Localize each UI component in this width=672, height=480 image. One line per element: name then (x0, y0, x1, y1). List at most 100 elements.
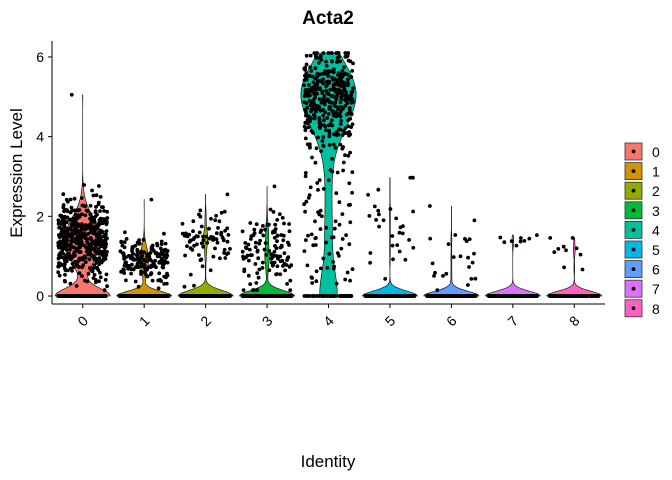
point-4 (302, 100, 307, 105)
point-3 (271, 210, 276, 214)
point-3 (272, 184, 277, 189)
data-points (56, 51, 601, 298)
point-4 (342, 131, 347, 135)
point-4 (317, 118, 322, 123)
point-0 (80, 225, 85, 230)
point-3 (254, 281, 259, 285)
point-4 (327, 131, 332, 136)
point-3 (248, 282, 253, 286)
point-4 (343, 97, 347, 102)
point-3 (267, 222, 271, 227)
violin-3 (238, 186, 296, 297)
point-1 (143, 267, 148, 271)
point-4 (331, 142, 336, 147)
point-4 (315, 91, 319, 96)
legend-label-1: 1 (652, 164, 660, 180)
point-0 (97, 223, 101, 227)
point-2 (180, 294, 185, 298)
point-2 (201, 234, 205, 239)
legend-label-7: 7 (652, 281, 660, 297)
point-1 (161, 294, 165, 298)
point-4 (314, 269, 319, 274)
point-3 (241, 257, 246, 261)
point-0 (93, 294, 98, 298)
point-4 (336, 82, 341, 87)
point-5 (390, 234, 395, 238)
point-0 (91, 266, 95, 270)
point-4 (340, 69, 345, 73)
point-3 (250, 253, 254, 257)
point-0 (92, 263, 97, 267)
violin-7 (484, 234, 542, 297)
point-4 (345, 270, 350, 275)
point-4 (319, 149, 323, 153)
point-3 (258, 238, 262, 243)
point-2 (200, 264, 205, 269)
point-0 (66, 268, 70, 273)
point-3 (273, 222, 278, 227)
point-4 (326, 112, 331, 116)
point-4 (321, 135, 326, 140)
point-1 (155, 243, 160, 248)
point-0 (103, 249, 107, 254)
point-4 (325, 116, 330, 120)
point-4 (348, 202, 352, 207)
point-5 (384, 294, 389, 298)
point-4 (314, 87, 319, 92)
point-4 (343, 153, 347, 158)
point-0 (91, 231, 96, 236)
point-4 (313, 160, 318, 165)
point-1 (156, 294, 160, 298)
point-4 (303, 136, 308, 141)
point-2 (211, 238, 216, 242)
point-0 (97, 218, 102, 222)
point-4 (312, 106, 317, 111)
point-3 (240, 249, 245, 254)
point-1 (118, 294, 123, 298)
point-0 (62, 209, 66, 214)
point-4 (325, 265, 330, 270)
legend-label-6: 6 (652, 262, 660, 278)
point-0 (82, 227, 87, 232)
point-1 (135, 257, 140, 262)
point-2 (182, 284, 187, 289)
point-1 (166, 294, 170, 298)
point-4 (324, 98, 329, 103)
point-4 (321, 256, 326, 261)
point-5 (372, 204, 377, 209)
point-0 (73, 208, 78, 213)
point-0 (65, 208, 69, 213)
point-1 (153, 251, 158, 256)
point-1 (162, 231, 166, 236)
legend-label-0: 0 (652, 144, 660, 160)
point-3 (262, 247, 267, 252)
point-8 (548, 236, 553, 240)
point-4 (313, 219, 317, 224)
point-0 (105, 284, 109, 289)
point-4 (333, 110, 338, 115)
point-3 (279, 294, 284, 298)
point-4 (304, 53, 309, 58)
point-0 (72, 196, 77, 201)
point-5 (412, 294, 416, 298)
point-2 (219, 294, 224, 298)
point-4 (324, 240, 329, 245)
y-tick-label: 0 (36, 288, 44, 304)
point-1 (158, 278, 162, 282)
point-2 (222, 209, 227, 214)
point-5 (397, 294, 402, 298)
point-0 (87, 257, 92, 262)
point-2 (191, 219, 196, 224)
point-5 (408, 294, 413, 298)
point-8 (559, 294, 564, 298)
point-0 (63, 225, 68, 230)
point-4 (333, 146, 338, 150)
point-4 (338, 142, 343, 147)
point-4 (314, 236, 318, 240)
point-6 (458, 254, 463, 259)
point-0 (93, 224, 97, 229)
point-3 (250, 294, 255, 298)
point-1 (122, 245, 127, 250)
point-5 (408, 175, 413, 180)
x-tick-label: 5 (382, 312, 399, 329)
